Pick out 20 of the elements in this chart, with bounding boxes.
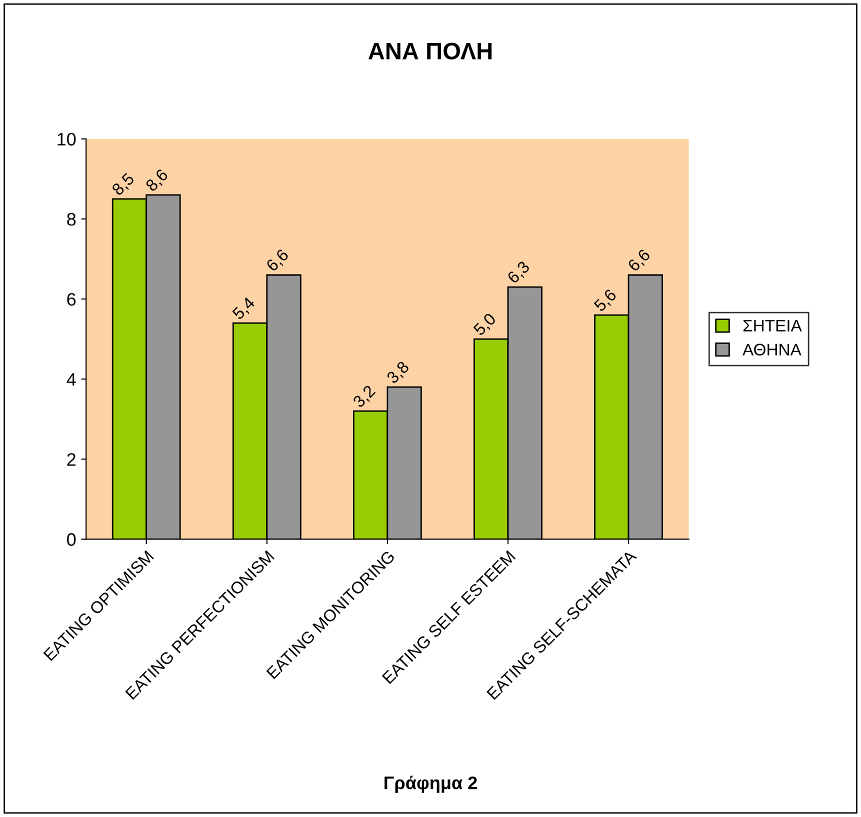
y-tick-label: 8 — [67, 212, 76, 226]
data-label: 5,6 — [593, 288, 618, 314]
y-tick-label: 4 — [66, 373, 76, 386]
data-label: 8,6 — [144, 168, 170, 194]
legend-label: ΑΘΗΝΑ — [742, 344, 802, 356]
data-label: 5,4 — [232, 296, 257, 322]
chart-title: ΑΝΑ ΠΟΛΗ — [368, 42, 492, 60]
y-tick-label: 0 — [67, 533, 76, 546]
y-tick-label: 10 — [58, 132, 76, 146]
y-tick-label: 2 — [67, 453, 76, 466]
data-label: 3,8 — [386, 360, 412, 386]
data-label: 3,2 — [352, 384, 378, 410]
legend-label: ΣΗΤΕΙΑ — [743, 320, 802, 332]
y-tick-label: 6 — [67, 292, 76, 306]
data-label: 8,5 — [111, 172, 136, 198]
data-label: 6,6 — [627, 248, 652, 274]
data-label: 6,6 — [266, 248, 291, 274]
data-label: 6,3 — [506, 260, 532, 286]
text: Γράφημα 2 — [384, 776, 477, 793]
data-label: 5,0 — [472, 312, 498, 338]
